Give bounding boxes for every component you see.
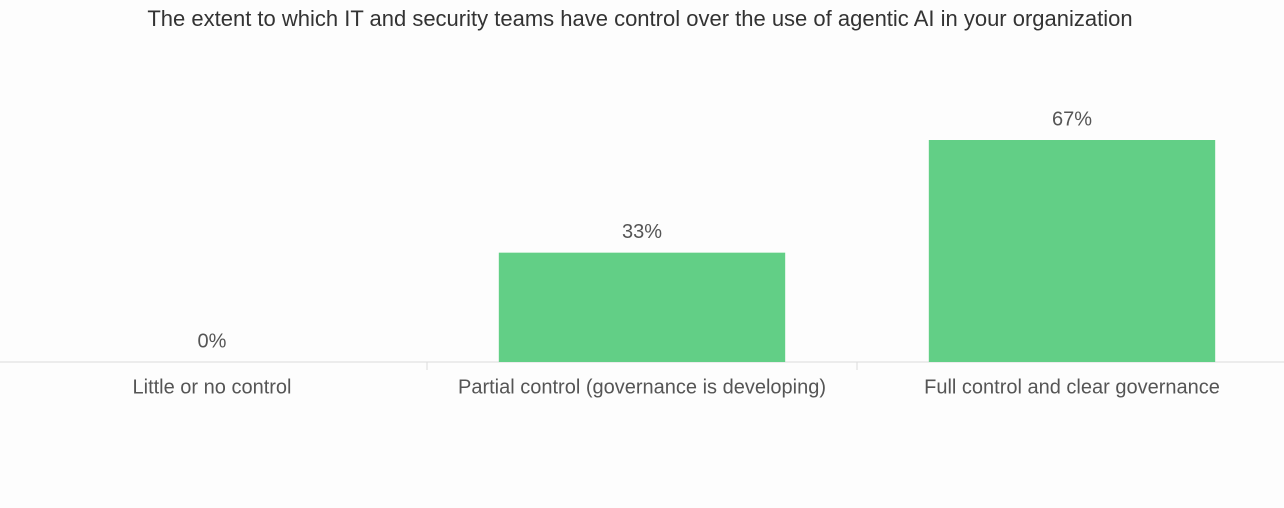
x-tick-label: Little or no control: [133, 376, 292, 398]
bar: [928, 140, 1216, 362]
value-label: 33%: [622, 221, 662, 243]
x-tick-label: Partial control (governance is developin…: [458, 376, 826, 398]
bar: [498, 252, 786, 362]
chart-title: The extent to which IT and security team…: [147, 6, 1132, 31]
x-tick-label: Full control and clear governance: [924, 376, 1220, 398]
value-label: 67%: [1052, 108, 1092, 130]
value-label: 0%: [198, 330, 227, 352]
